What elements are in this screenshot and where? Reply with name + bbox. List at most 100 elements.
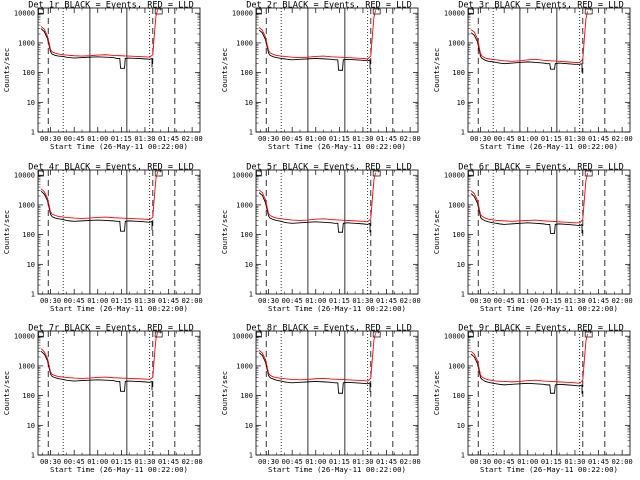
plot-frame [255,7,419,133]
y-tick-label: 10000 [444,333,465,341]
panel-4: Det 4r BLACK = Events, RED = LLD 1 10 100 10… [2,163,203,314]
interval-box-end [584,170,593,177]
x-tick-label: 01:30 [352,458,373,466]
y-tick-label: 100 [22,231,35,239]
x-tick-label: 01:15 [329,458,350,466]
plot-frame [37,169,201,295]
x-axis-label: Start Time (26-May-11 00:22:00) [480,465,618,474]
y-tick-label: 1000 [18,201,35,209]
series-events-line [40,28,153,69]
series-events-line [258,352,371,394]
y-tick-label: 1000 [448,201,465,209]
interval-box-end [154,331,163,338]
x-tick-label: 01:45 [158,458,179,466]
interval-box-end [584,331,593,338]
panel-title: Det 9r BLACK = Events, RED = LLD [458,324,624,334]
x-tick-label: 01:15 [111,458,132,466]
y-tick-label: 1000 [18,39,35,47]
y-tick-label: 10 [27,99,35,107]
series-lld-line [470,333,588,384]
y-tick-label: 100 [22,392,35,400]
panel-title: Det 5r BLACK = Events, RED = LLD [246,163,412,173]
interval-box-end [154,170,163,177]
x-tick-label: 01:00 [517,297,538,305]
panel-1: Det 1r BLACK = Events, RED = LLD 1 10 100 10… [2,1,203,152]
x-tick-label: 01:15 [111,135,132,143]
x-tick-label: 01:00 [87,458,108,466]
x-tick-label: 02:00 [182,135,203,143]
x-tick-label: 01:30 [564,135,585,143]
x-tick-label: 02:00 [612,135,633,143]
x-tick-label: 00:30 [40,458,61,466]
plot-frame [467,7,631,133]
x-tick-label: 00:30 [470,297,491,305]
x-axis-label: Start Time (26-May-11 00:22:00) [50,304,188,313]
panel-title: Det 2r BLACK = Events, RED = LLD [246,1,412,11]
interval-box-start [256,170,262,177]
y-tick-label: 100 [452,231,465,239]
y-tick-label: 1000 [448,39,465,47]
x-tick-label: 01:00 [305,297,326,305]
x-tick-label: 00:45 [64,458,85,466]
y-tick-label: 10000 [232,333,253,341]
x-tick-label: 01:45 [588,458,609,466]
interval-box-end [372,8,381,15]
y-tick-label: 1 [31,291,35,299]
x-tick-label: 00:30 [470,135,491,143]
y-tick-label: 1000 [448,362,465,370]
x-tick-label: 00:30 [258,135,279,143]
x-tick-label: 00:30 [470,458,491,466]
panel-title: Det 4r BLACK = Events, RED = LLD [28,163,194,173]
plot-frame [37,7,201,133]
interval-box-end [372,331,381,338]
plot-frame [255,330,419,456]
series-lld-line [470,11,588,63]
y-tick-label: 1 [31,129,35,137]
x-tick-label: 01:00 [305,135,326,143]
panel-8: Det 8r BLACK = Events, RED = LLD 1 10 100 10… [220,324,421,475]
interval-box-end [372,170,381,177]
x-axis-label: Start Time (26-May-11 00:22:00) [268,304,406,313]
interval-box-start [468,331,474,338]
y-tick-label: 10000 [444,172,465,180]
y-tick-label: 100 [240,69,253,77]
y-tick-label: 10 [27,261,35,269]
x-axis-label: Start Time (26-May-11 00:22:00) [480,304,618,313]
panel-title: Det 1r BLACK = Events, RED = LLD [28,1,194,11]
plot-frame [467,169,631,295]
y-axis-label: Counts/sec [2,371,11,416]
series-lld-line [470,172,588,224]
series-events-line [40,350,153,392]
interval-box-start [256,8,262,15]
y-tick-label: 10 [27,422,35,430]
series-events-line [470,353,583,394]
x-tick-label: 01:45 [376,135,397,143]
panel-5: Det 5r BLACK = Events, RED = LLD 1 10 100 10… [220,163,421,314]
x-tick-label: 02:00 [400,297,421,305]
series-lld-line [258,10,376,60]
series-events-line [470,193,583,234]
plot-frame [37,330,201,456]
x-tick-label: 00:45 [282,297,303,305]
y-tick-label: 1 [461,452,465,460]
interval-box-start [38,331,44,338]
x-axis-label: Start Time (26-May-11 00:22:00) [480,142,618,151]
interval-box-end [154,8,163,15]
x-tick-label: 01:30 [134,458,155,466]
y-axis-label: Counts/sec [220,210,229,255]
y-tick-label: 10000 [14,333,35,341]
x-tick-label: 01:00 [87,297,108,305]
x-tick-label: 02:00 [612,297,633,305]
y-axis-label: Counts/sec [432,48,441,93]
x-tick-label: 01:15 [329,135,350,143]
y-axis-label: Counts/sec [432,210,441,255]
x-tick-label: 00:45 [282,135,303,143]
x-tick-label: 00:45 [282,458,303,466]
x-tick-label: 01:30 [352,297,373,305]
x-tick-label: 01:00 [517,458,538,466]
series-events-line [258,192,371,233]
series-lld-line [258,172,376,223]
x-tick-label: 01:30 [564,458,585,466]
x-tick-label: 00:45 [494,135,515,143]
